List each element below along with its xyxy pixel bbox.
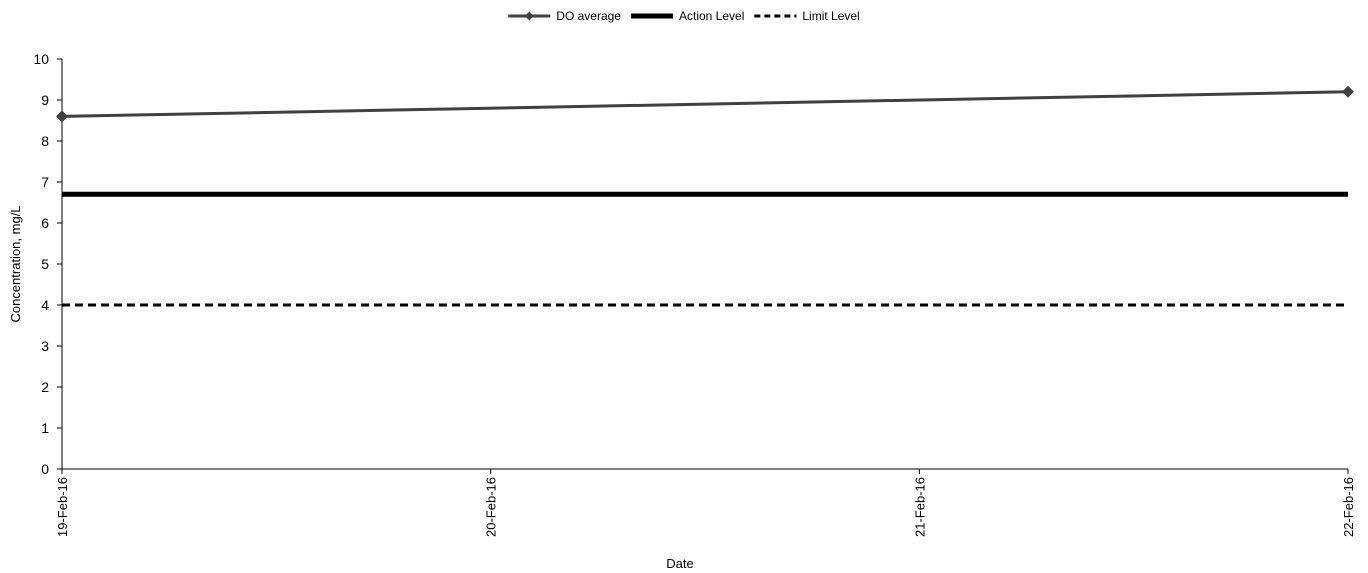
legend-item-action-level: Action Level	[630, 9, 744, 23]
y-tick-label: 8	[41, 133, 49, 149]
data-point-do-average	[1342, 85, 1354, 98]
series-layer	[56, 85, 1354, 307]
y-tick-label: 10	[33, 51, 49, 67]
legend-item-do-average: DO average	[508, 9, 621, 23]
legend-label: Limit Level	[802, 9, 859, 23]
series-line-do-average	[61, 90, 1349, 118]
x-axis-label: Date	[666, 556, 693, 571]
legend-label: DO average	[556, 9, 621, 23]
y-tick-label: 0	[41, 461, 49, 477]
x-tick-label: 19-Feb-16	[55, 477, 70, 537]
y-tick-label: 7	[41, 174, 49, 190]
x-axis: 19-Feb-16 20-Feb-16 21-Feb-16 22-Feb-16	[55, 468, 1356, 537]
y-tick-label: 6	[41, 215, 49, 231]
y-tick-label: 5	[41, 256, 49, 272]
y-tick-label: 2	[41, 379, 49, 395]
x-tick-label: 22-Feb-16	[1341, 477, 1356, 537]
legend-item-limit-level: Limit Level	[754, 9, 860, 23]
y-axis: 0 1 2 3 4 5 6 7 8 9 10	[33, 51, 63, 477]
y-tick-label: 9	[41, 92, 49, 108]
legend: DO average Action Level Limit Level	[508, 9, 860, 23]
legend-label: Action Level	[679, 9, 744, 23]
y-tick-label: 4	[41, 297, 49, 313]
data-point-do-average	[56, 110, 68, 123]
legend-marker	[524, 11, 534, 21]
x-tick-label: 21-Feb-16	[912, 477, 927, 537]
y-tick-label: 1	[41, 420, 49, 436]
y-tick-label: 3	[41, 338, 49, 354]
y-axis-label: Concentration, mg/L	[8, 205, 23, 322]
x-tick-label: 20-Feb-16	[484, 477, 499, 537]
